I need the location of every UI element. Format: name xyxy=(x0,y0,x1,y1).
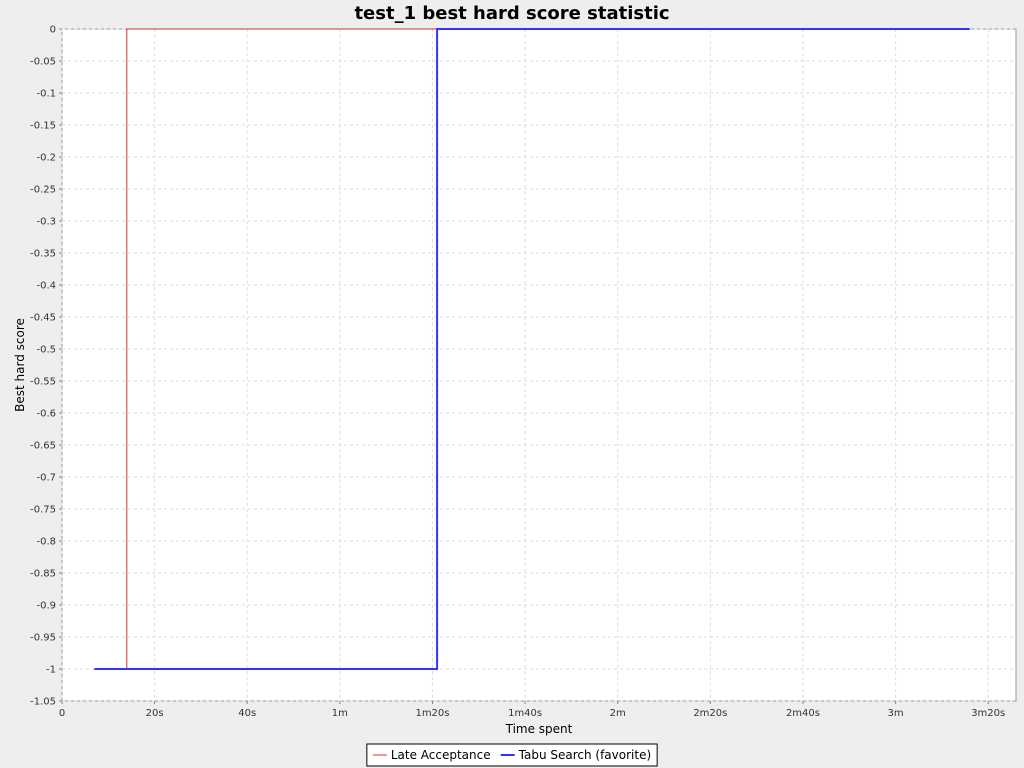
x-tick-label: 1m xyxy=(332,708,348,719)
x-tick-label: 20s xyxy=(146,708,164,719)
x-tick-label: 1m20s xyxy=(415,708,449,719)
y-tick-label: -0.7 xyxy=(36,473,56,484)
y-tick-label: -0.85 xyxy=(30,569,56,580)
legend: Late Acceptance Tabu Search (favorite) xyxy=(366,743,658,767)
y-tick-label: -0.75 xyxy=(30,505,56,516)
y-tick-label: -0.65 xyxy=(30,441,56,452)
legend-label: Late Acceptance xyxy=(391,748,491,762)
y-axis-label: Best hard score xyxy=(13,318,27,412)
y-tick-label: -0.45 xyxy=(30,313,56,324)
x-axis-label: Time spent xyxy=(505,722,573,736)
y-tick-label: -0.95 xyxy=(30,633,56,644)
y-tick-label: -1.05 xyxy=(30,697,56,708)
legend-label: Tabu Search (favorite) xyxy=(518,748,652,762)
y-tick-label: -0.6 xyxy=(36,409,56,420)
x-tick-label: 0 xyxy=(59,708,65,719)
y-axis-ticks: 0 -0.05 -0.1 -0.15 -0.2 -0.25 -0.3 -0.35 -0.4 -0.… xyxy=(30,25,62,708)
y-tick-label: -0.15 xyxy=(30,121,56,132)
x-tick-label: 2m20s xyxy=(693,708,727,719)
x-tick-label: 40s xyxy=(238,708,256,719)
x-tick-label: 2m40s xyxy=(786,708,820,719)
y-tick-label: -0.9 xyxy=(36,601,56,612)
y-tick-label: -0.1 xyxy=(36,89,56,100)
chart-title: test_1 best hard score statistic xyxy=(354,3,669,24)
y-tick-label: 0 xyxy=(50,25,56,36)
y-tick-label: -0.4 xyxy=(36,281,56,292)
y-tick-label: -1 xyxy=(46,665,56,676)
x-tick-label: 1m40s xyxy=(508,708,542,719)
x-tick-label: 3m20s xyxy=(971,708,1005,719)
y-tick-label: -0.35 xyxy=(30,249,56,260)
y-tick-label: -0.8 xyxy=(36,537,56,548)
plot-area xyxy=(61,28,1017,702)
x-tick-label: 2m xyxy=(610,708,626,719)
x-tick-label: 3m xyxy=(888,708,904,719)
series-lines xyxy=(94,28,970,670)
y-tick-label: -0.25 xyxy=(30,185,56,196)
y-tick-label: -0.55 xyxy=(30,377,56,388)
y-tick-label: -0.5 xyxy=(36,345,56,356)
y-tick-label: -0.3 xyxy=(36,217,56,228)
series-line-1 xyxy=(94,28,970,670)
y-tick-label: -0.05 xyxy=(30,57,56,68)
y-tick-label: -0.2 xyxy=(36,153,56,164)
grid-lines xyxy=(61,28,1016,702)
x-axis-ticks: 0 20s 40s 1m 1m20s 1m40s 2m 2m20s 2m40s 3m 3m20s xyxy=(59,701,1005,719)
